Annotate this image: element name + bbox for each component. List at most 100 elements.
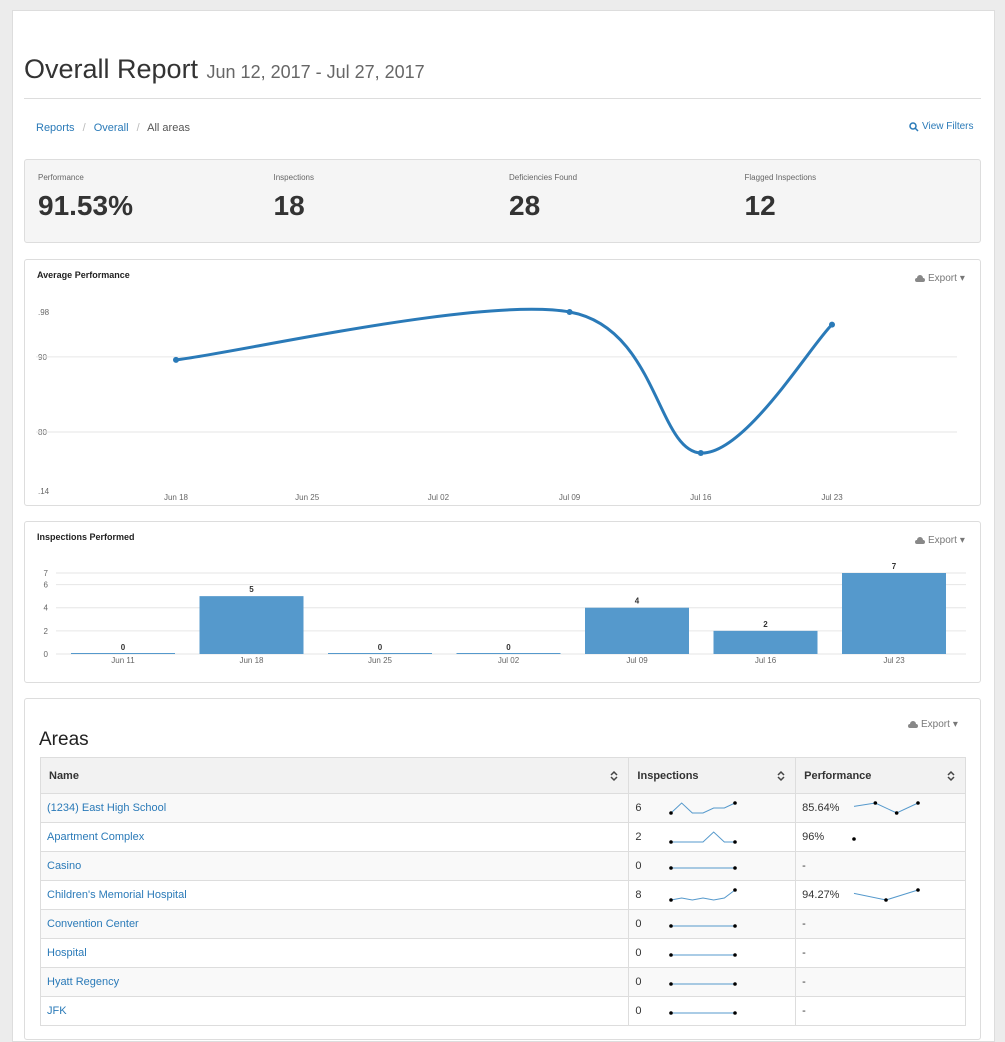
sparkline [669, 1011, 738, 1015]
inspections-count: 0 [635, 976, 642, 988]
export-button[interactable]: Export ▾ [908, 719, 958, 730]
divider [24, 98, 981, 99]
cloud-icon [908, 720, 918, 728]
sparkline [669, 866, 738, 870]
performance-value: 96% [802, 831, 825, 843]
cell-content: 6 [635, 800, 789, 816]
caret: ▾ [952, 719, 958, 730]
table-row: (1234) East High School 6 85.64% [39, 793, 966, 823]
column-label: Name [49, 769, 79, 782]
sparkline-line [671, 802, 736, 814]
sparkline [669, 801, 738, 815]
sparkline [852, 837, 856, 841]
performance-cell: 96% [795, 822, 966, 852]
export-label: Export [921, 719, 950, 730]
stat-label: Deficiencies Found [509, 173, 578, 182]
breadcrumb-current: All areas [147, 122, 190, 134]
sparkline [854, 888, 920, 902]
sparkline-line [671, 831, 736, 843]
stat-value: 12 [744, 190, 776, 221]
column-header[interactable]: Inspections [628, 757, 797, 794]
sparkline-point [733, 1011, 738, 1015]
inspections-cell: 0 [628, 938, 797, 968]
performance-value: - [802, 1005, 806, 1017]
table-row: JFK 0 - [39, 996, 966, 1026]
stat-label: Inspections [273, 173, 314, 182]
sparkline-point [733, 840, 738, 844]
sparkline-point [669, 1011, 674, 1015]
table-row: Convention Center 0 - [39, 909, 966, 939]
column-label: Inspections [637, 769, 699, 782]
area-link[interactable]: Casino [47, 860, 82, 872]
cell-content: - [802, 918, 959, 930]
performance-cell: - [795, 909, 966, 939]
areas-title: Areas [39, 729, 89, 750]
name-cell: Hospital [39, 938, 630, 968]
performance-cell: - [795, 938, 966, 968]
cell-content: 0 [635, 858, 789, 874]
inspections-cell: 0 [628, 967, 797, 997]
separator: / [82, 122, 86, 134]
table-header: Name Inspections Performance [39, 757, 966, 794]
area-link[interactable]: (1234) East High School [47, 802, 167, 814]
inspections-count: 0 [635, 918, 642, 930]
column-label: Performance [804, 769, 872, 782]
area-link[interactable]: Hospital [47, 947, 87, 959]
sort-icon [947, 770, 955, 782]
breadcrumb: Reports / Overall / All areas [36, 122, 190, 134]
cell-content: 8 [635, 887, 789, 903]
cell-content: 0 [635, 945, 789, 961]
stat-label: Performance [38, 173, 84, 182]
inspections-cell: 6 [628, 793, 797, 823]
performance-value: - [802, 976, 806, 988]
sparkline-point [669, 898, 674, 902]
header: Overall Report Jun 12, 2017 - Jul 27, 20… [24, 54, 425, 85]
name-cell: Apartment Complex [39, 822, 630, 852]
sort-icon [610, 770, 618, 782]
sort-arrows [777, 770, 785, 782]
view-filters[interactable]: View Filters [909, 121, 974, 132]
area-link[interactable]: JFK [47, 1005, 67, 1017]
chart-title: Average Performance [37, 270, 130, 280]
cell-content: 96% [802, 829, 959, 845]
export-button[interactable]: Export ▾ [915, 273, 965, 284]
cell-content: 0 [635, 916, 789, 932]
cloud-icon [915, 274, 925, 282]
sparkline-point [733, 888, 738, 892]
date-range: Jun 12, 2017 - Jul 27, 2017 [206, 62, 425, 82]
performance-cell: - [795, 996, 966, 1026]
sparkline [669, 953, 738, 957]
performance-value: 94.27% [802, 889, 840, 901]
column-header[interactable]: Name [39, 757, 630, 794]
inspections-count: 8 [635, 889, 642, 901]
column-header[interactable]: Performance [795, 757, 966, 794]
sparkline-point [733, 866, 738, 870]
sparkline-point [733, 982, 738, 986]
performance-cell: - [795, 851, 966, 881]
caret: ▾ [959, 273, 965, 284]
breadcrumb-link[interactable]: Overall [93, 122, 129, 134]
table-row: Hospital 0 - [39, 938, 966, 968]
cell-content: 0 [635, 974, 789, 990]
area-link[interactable]: Convention Center [47, 918, 139, 930]
sparkline-point [669, 953, 674, 957]
areas-table: Name Inspections Performance (1234) East H… [39, 757, 966, 1026]
sparkline-point [916, 888, 920, 892]
export-label: Export [928, 273, 957, 284]
sparkline-point [873, 801, 878, 805]
performance-cell: 85.64% [795, 793, 966, 823]
inspections-cell: 0 [628, 909, 797, 939]
cell-content: 2 [635, 829, 789, 845]
sparkline-line [854, 802, 919, 814]
area-link[interactable]: Apartment Complex [47, 831, 145, 843]
sort-arrows [610, 770, 618, 782]
sparkline-point [733, 953, 738, 957]
sparkline-point [852, 837, 856, 841]
area-link[interactable]: Hyatt Regency [47, 976, 120, 988]
breadcrumb-link[interactable]: Reports [36, 122, 75, 134]
area-link[interactable]: Children's Memorial Hospital [47, 889, 187, 901]
inspections-count: 0 [635, 860, 642, 872]
performance-cell: - [795, 967, 966, 997]
export-button[interactable]: Export ▾ [915, 535, 965, 546]
